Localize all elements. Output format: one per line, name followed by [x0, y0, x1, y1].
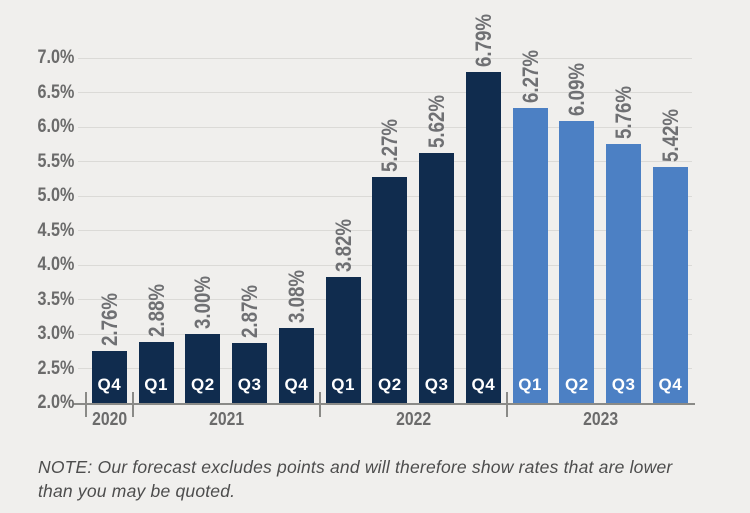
bar-value-label: 3.82% — [330, 219, 356, 273]
bar-quarter-label: Q3 — [611, 374, 636, 394]
bar-quarter-label: Q2 — [191, 375, 215, 394]
bar-quarter-label: Q3 — [424, 374, 449, 394]
bar-2020-q4: Q4 — [91, 350, 127, 403]
x-axis-year-text: 2021 — [208, 408, 244, 429]
forecast-note: NOTE: Our forecast excludes points and w… — [38, 455, 672, 503]
y-axis-tick-text: 3.5% — [37, 288, 74, 310]
bar-2021-q3: Q3 — [232, 342, 268, 403]
bar-value-label: 2.87% — [237, 284, 263, 338]
bar-2021-q1: Q1 — [138, 342, 174, 403]
y-axis-tick-label: 4.5% — [0, 219, 74, 241]
bar-value-label: 5.62% — [424, 95, 450, 149]
gridline — [78, 92, 692, 93]
bar-value-label: 6.27% — [517, 50, 543, 104]
x-axis-year-label: 2023 — [540, 409, 660, 429]
bar-quarter-label: Q4 — [471, 374, 496, 394]
bar-value-label: 5.42% — [657, 108, 683, 163]
bar-2023-q2: Q2 — [559, 120, 595, 403]
bar-quarter-label: Q1 — [518, 374, 542, 394]
x-axis-year-label: 2021 — [166, 409, 286, 429]
x-axis-tick — [505, 392, 508, 417]
bar-quarter-label: Q2 — [565, 374, 589, 394]
forecast-note-line2: than you may be quoted. — [38, 481, 236, 501]
y-axis-tick-label: 7.0% — [0, 48, 74, 68]
y-axis-tick-text: 4.5% — [37, 219, 74, 241]
bar-quarter-label: Q2 — [378, 374, 402, 394]
bar-value-label: 2.76% — [96, 292, 122, 346]
bar-value-label: 6.79% — [470, 14, 496, 68]
y-axis-tick-label: 6.0% — [0, 117, 74, 137]
bar-quarter-label: Q4 — [97, 374, 122, 394]
y-axis-tick-text: 6.5% — [37, 81, 74, 103]
y-axis-tick-text: 5.5% — [37, 150, 74, 172]
x-axis-year-label: 2020 — [49, 409, 169, 429]
y-axis-tick-text: 2.5% — [37, 357, 74, 379]
bar-2023-q3: Q3 — [606, 143, 642, 403]
bar-value-label: 6.09% — [564, 62, 590, 116]
y-axis-tick-label: 6.5% — [0, 81, 74, 103]
bar-2022-q1: Q1 — [325, 277, 361, 403]
x-axis-line — [73, 403, 695, 405]
y-axis-tick-label: 5.5% — [0, 150, 74, 172]
bar-value-label: 5.27% — [377, 119, 403, 173]
bar-value-label: 3.00% — [190, 275, 216, 329]
y-axis-tick-label: 4.0% — [0, 255, 74, 275]
bar-value-label: 5.76% — [611, 85, 637, 139]
bar-2022-q3: Q3 — [419, 153, 455, 403]
y-axis-tick-text: 2.0% — [37, 392, 74, 413]
y-axis-tick-label: 3.5% — [0, 288, 74, 310]
y-axis-tick-label: 2.0% — [0, 393, 74, 413]
bar-quarter-label: Q4 — [658, 374, 683, 394]
gridline — [78, 57, 692, 59]
y-axis-tick-text: 4.0% — [37, 254, 74, 275]
bar-value-label: 3.08% — [283, 270, 309, 324]
bar-2022-q2: Q2 — [372, 177, 408, 403]
bar-quarter-label: Q1 — [144, 374, 168, 394]
gridline — [78, 161, 692, 162]
x-axis-tick — [318, 392, 321, 417]
y-axis-tick-text: 6.0% — [37, 116, 74, 137]
gridline — [78, 126, 692, 128]
forecast-note-line1: NOTE: Our forecast excludes points and w… — [38, 457, 673, 477]
bar-quarter-label: Q4 — [284, 374, 309, 394]
x-axis-tick — [131, 392, 134, 417]
bar-value-label: 2.88% — [143, 284, 169, 338]
bar-quarter-label: Q1 — [331, 374, 355, 394]
y-axis-tick-text: 5.0% — [37, 185, 74, 206]
bar-2023-q4: Q4 — [652, 167, 688, 403]
bar-quarter-label: Q3 — [237, 374, 262, 394]
y-axis-tick-label: 5.0% — [0, 186, 74, 206]
y-axis-tick-text: 7.0% — [37, 47, 74, 68]
bar-2023-q1: Q1 — [512, 108, 548, 403]
bar-2021-q2: Q2 — [185, 334, 221, 403]
x-axis-year-label: 2022 — [353, 409, 473, 429]
y-axis-tick-label: 2.5% — [0, 357, 74, 379]
x-axis-year-text: 2022 — [395, 408, 431, 429]
y-axis-tick-text: 3.0% — [37, 323, 74, 344]
y-axis-tick-label: 3.0% — [0, 324, 74, 344]
x-axis-tick — [85, 392, 87, 417]
x-axis-year-text: 2023 — [582, 408, 618, 429]
bar-2021-q4: Q4 — [278, 328, 314, 403]
bar-2022-q4: Q4 — [465, 72, 501, 403]
x-axis-year-text: 2020 — [91, 408, 127, 429]
